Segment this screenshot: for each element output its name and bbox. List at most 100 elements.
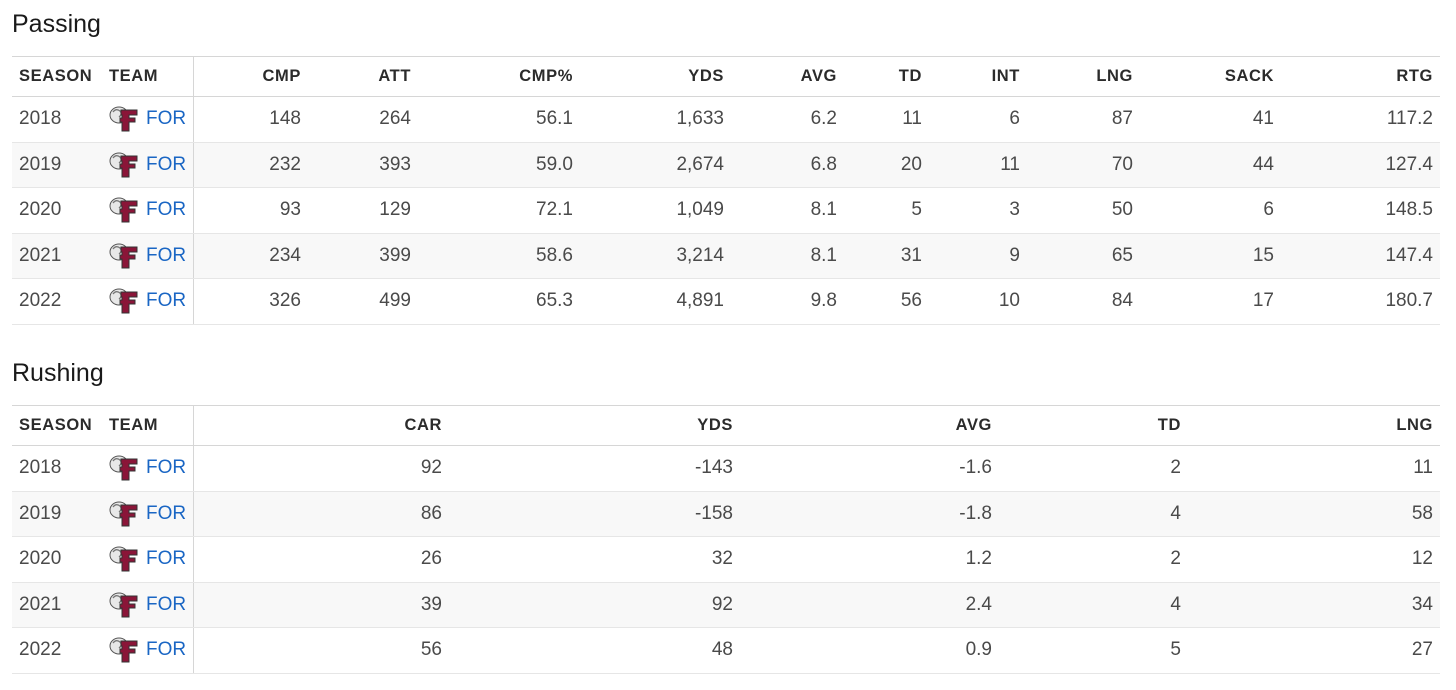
avg-cell: 2.4 <box>740 582 999 628</box>
att-cell: 264 <box>308 96 418 143</box>
avg-cell: 1.2 <box>740 536 999 583</box>
avg-cell: 8.1 <box>731 233 844 279</box>
team-link[interactable]: FOR <box>146 290 187 312</box>
yds-cell: 32 <box>449 536 740 583</box>
rtg-cell: 117.2 <box>1281 96 1440 143</box>
season-cell: 2019 <box>12 142 102 188</box>
team-cell: FOR <box>102 96 194 143</box>
lng-cell: 12 <box>1188 536 1440 583</box>
team-link[interactable]: FOR <box>146 244 187 266</box>
season-cell: 2020 <box>12 187 102 234</box>
rtg-cell: 127.4 <box>1281 142 1440 188</box>
sack-cell: 6 <box>1140 187 1281 234</box>
rushing-row: 2018 FOR 92 -143 -1.6 2 11 <box>12 445 1440 492</box>
lng-cell: 87 <box>1027 96 1140 143</box>
fordham-ram-logo-icon[interactable] <box>109 501 139 527</box>
cmp-cell: 326 <box>193 278 308 325</box>
column-header-season: SEASON <box>12 405 102 446</box>
team-cell: FOR <box>102 278 194 325</box>
td-cell: 4 <box>999 491 1188 537</box>
cmp-pct-cell: 56.1 <box>418 96 580 143</box>
column-header-team: TEAM <box>102 56 194 97</box>
rushing-stats-table: SEASON TEAM CAR YDS AVG TD LNG 2018 FOR 92… <box>12 405 1440 674</box>
fordham-ram-logo-icon[interactable] <box>109 546 139 572</box>
passing-row: 2018 FOR 148 264 56.1 1,633 6.2 11 6 87 41 117.2 <box>12 96 1440 143</box>
team-cell: FOR <box>102 233 194 279</box>
rtg-cell: 180.7 <box>1281 278 1440 325</box>
column-header-int: INT <box>929 56 1027 97</box>
att-cell: 399 <box>308 233 418 279</box>
lng-cell: 58 <box>1188 491 1440 537</box>
yds-cell: 3,214 <box>580 233 731 279</box>
team-cell: FOR <box>102 536 194 583</box>
team-link[interactable]: FOR <box>146 548 187 570</box>
yds-cell: 48 <box>449 627 740 674</box>
column-header-td: TD <box>999 405 1188 446</box>
sack-cell: 15 <box>1140 233 1281 279</box>
column-header-avg: AVG <box>740 405 999 446</box>
yds-cell: 92 <box>449 582 740 628</box>
cmp-pct-cell: 58.6 <box>418 233 580 279</box>
column-header-att: ATT <box>308 56 418 97</box>
team-link[interactable]: FOR <box>146 593 187 615</box>
avg-cell: 6.8 <box>731 142 844 188</box>
column-header-rtg: RTG <box>1281 56 1440 97</box>
team-link[interactable]: FOR <box>146 108 187 130</box>
fordham-ram-logo-icon[interactable] <box>109 455 139 481</box>
fordham-ram-logo-icon[interactable] <box>109 106 139 132</box>
avg-cell: 9.8 <box>731 278 844 325</box>
team-link[interactable]: FOR <box>146 153 187 175</box>
lng-cell: 50 <box>1027 187 1140 234</box>
fordham-ram-logo-icon[interactable] <box>109 243 139 269</box>
avg-cell: 8.1 <box>731 187 844 234</box>
int-cell: 3 <box>929 187 1027 234</box>
team-link[interactable]: FOR <box>146 639 187 661</box>
int-cell: 10 <box>929 278 1027 325</box>
passing-row: 2020 FOR 93 129 72.1 1,049 8.1 5 3 50 6 148.5 <box>12 187 1440 234</box>
lng-cell: 65 <box>1027 233 1140 279</box>
car-cell: 39 <box>193 582 449 628</box>
fordham-ram-logo-icon[interactable] <box>109 637 139 663</box>
td-cell: 5 <box>999 627 1188 674</box>
car-cell: 26 <box>193 536 449 583</box>
car-cell: 92 <box>193 445 449 492</box>
rushing-header-row: SEASON TEAM CAR YDS AVG TD LNG <box>12 405 1440 446</box>
lng-cell: 11 <box>1188 445 1440 492</box>
team-link[interactable]: FOR <box>146 502 187 524</box>
yds-cell: -143 <box>449 445 740 492</box>
sack-cell: 44 <box>1140 142 1281 188</box>
team-link[interactable]: FOR <box>146 457 187 479</box>
yds-cell: 1,049 <box>580 187 731 234</box>
team-cell: FOR <box>102 142 194 188</box>
cmp-cell: 93 <box>193 187 308 234</box>
rtg-cell: 147.4 <box>1281 233 1440 279</box>
rushing-row: 2020 FOR 26 32 1.2 2 12 <box>12 536 1440 583</box>
yds-cell: 1,633 <box>580 96 731 143</box>
sack-cell: 41 <box>1140 96 1281 143</box>
td-cell: 5 <box>844 187 929 234</box>
cmp-pct-cell: 59.0 <box>418 142 580 188</box>
column-header-cmp: CMP <box>193 56 308 97</box>
td-cell: 2 <box>999 445 1188 492</box>
lng-cell: 84 <box>1027 278 1140 325</box>
column-header-lng: LNG <box>1188 405 1440 446</box>
yds-cell: 2,674 <box>580 142 731 188</box>
int-cell: 11 <box>929 142 1027 188</box>
avg-cell: 6.2 <box>731 96 844 143</box>
column-header-season: SEASON <box>12 56 102 97</box>
att-cell: 129 <box>308 187 418 234</box>
int-cell: 6 <box>929 96 1027 143</box>
column-header-td: TD <box>844 56 929 97</box>
team-link[interactable]: FOR <box>146 199 187 221</box>
fordham-ram-logo-icon[interactable] <box>109 592 139 618</box>
season-cell: 2018 <box>12 445 102 492</box>
passing-row: 2021 FOR 234 399 58.6 3,214 8.1 31 9 65 15 147.4 <box>12 233 1440 279</box>
team-cell: FOR <box>102 445 194 492</box>
avg-cell: -1.8 <box>740 491 999 537</box>
column-header-yds: YDS <box>449 405 740 446</box>
fordham-ram-logo-icon[interactable] <box>109 152 139 178</box>
fordham-ram-logo-icon[interactable] <box>109 197 139 223</box>
car-cell: 56 <box>193 627 449 674</box>
season-cell: 2020 <box>12 536 102 583</box>
fordham-ram-logo-icon[interactable] <box>109 288 139 314</box>
